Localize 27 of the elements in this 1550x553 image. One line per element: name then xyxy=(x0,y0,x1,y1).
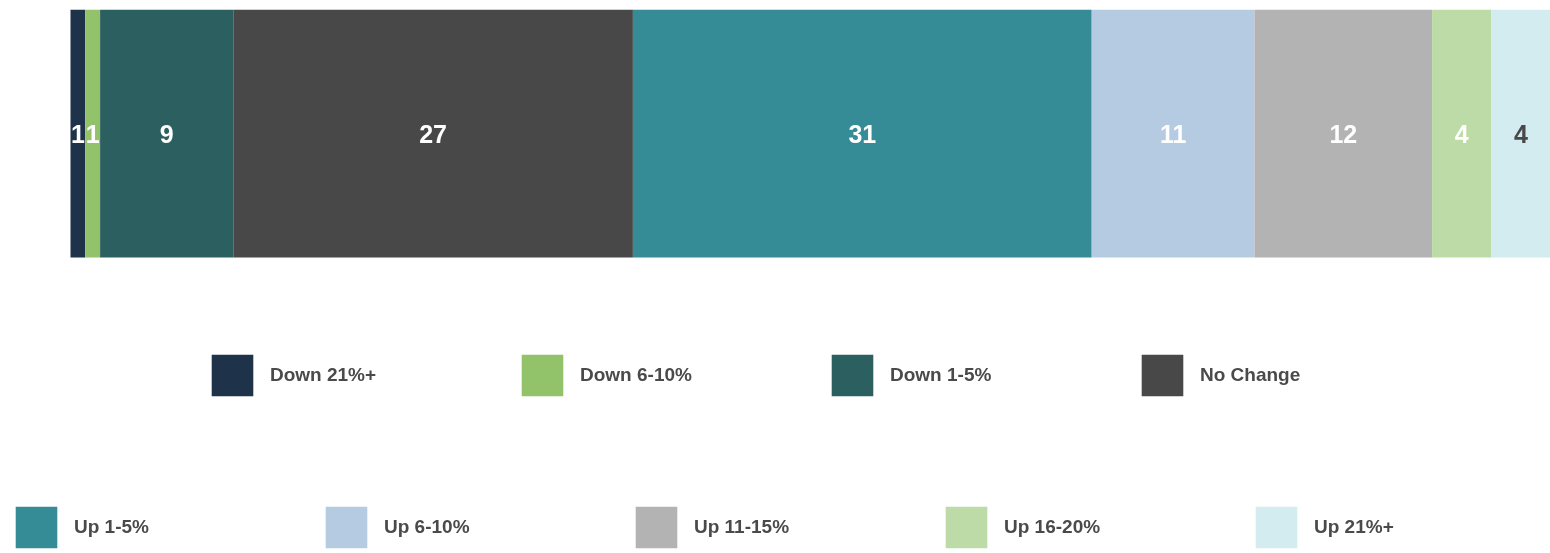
legend-label: No Change xyxy=(1200,364,1302,386)
bar xyxy=(70,9,86,258)
bar xyxy=(632,9,1092,258)
legend-label: Up 6-10% xyxy=(384,516,471,538)
legend-label: Up 21%+ xyxy=(1314,516,1395,538)
data-label: 11 xyxy=(1159,119,1187,148)
bar xyxy=(1491,9,1550,258)
data-label: 4 xyxy=(1513,119,1528,148)
bar xyxy=(1254,9,1433,258)
data-label: 1 xyxy=(85,119,100,148)
legend-label: Down 21%+ xyxy=(270,364,378,386)
bar xyxy=(233,9,633,258)
bar xyxy=(85,9,101,258)
data-label: 31 xyxy=(848,119,877,148)
legend-label: Up 11-15% xyxy=(694,516,791,538)
data-label: 9 xyxy=(159,119,174,148)
data-label: 12 xyxy=(1329,119,1358,148)
data-label: 1 xyxy=(70,119,85,148)
data-label: 27 xyxy=(419,119,448,148)
bar xyxy=(1432,9,1492,258)
legend-label: Up 1-5% xyxy=(74,516,150,538)
legend-label: Down 6-10% xyxy=(580,364,693,386)
bar xyxy=(1091,9,1255,258)
bar xyxy=(100,9,234,258)
data-label: 4 xyxy=(1454,119,1469,148)
legend-label: Down 1-5% xyxy=(890,364,993,386)
legend-label: Up 16-20% xyxy=(1004,516,1102,538)
